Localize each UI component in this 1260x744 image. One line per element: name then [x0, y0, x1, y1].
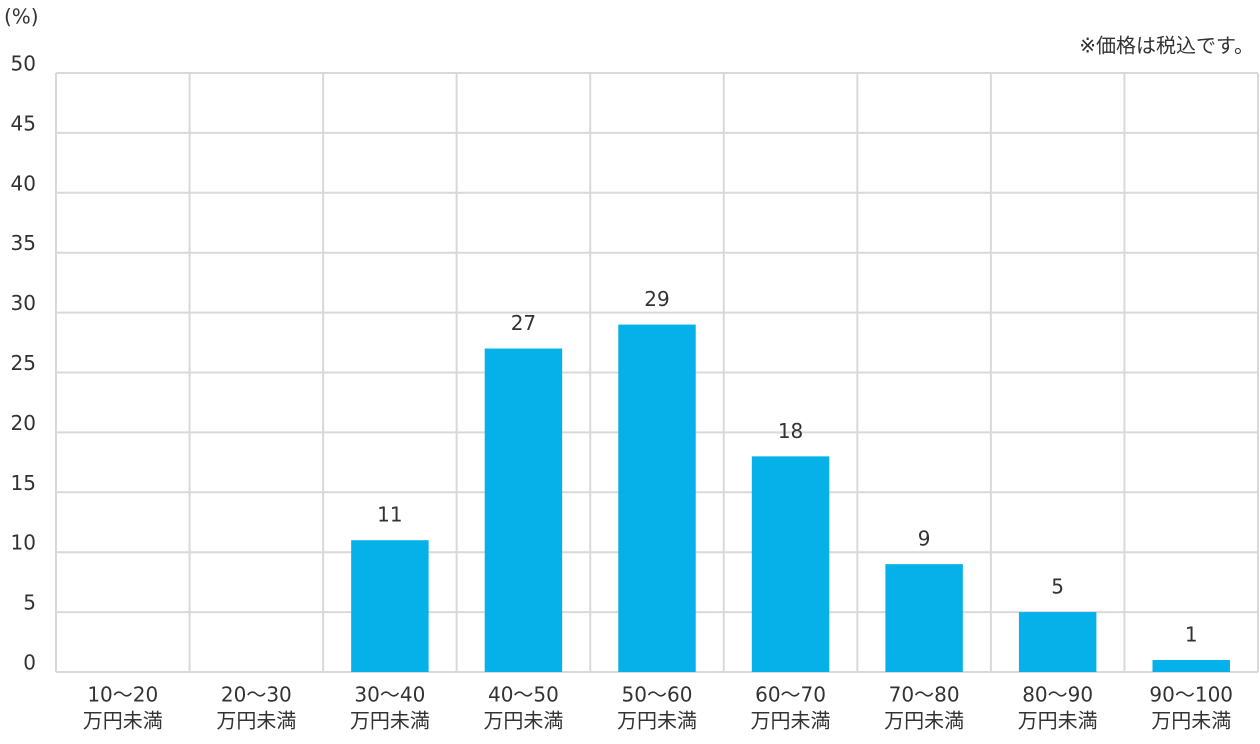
note: ※価格は税込です。 — [1079, 34, 1254, 58]
x-tick-label: 40～50 — [488, 683, 559, 707]
x-tick-label: 万円未満 — [751, 709, 831, 733]
x-tick-label: 万円未満 — [483, 709, 563, 733]
bar — [885, 564, 963, 672]
x-tick-label: 20～30 — [221, 683, 292, 707]
bar — [618, 324, 696, 672]
x-tick-label: 万円未満 — [1018, 709, 1098, 733]
bar — [351, 540, 429, 672]
y-tick-label: 35 — [11, 231, 36, 255]
x-tick-label: 万円未満 — [350, 709, 430, 733]
x-tick-label: 万円未満 — [83, 709, 163, 733]
bar — [1018, 612, 1097, 672]
y-tick-label: 15 — [11, 471, 36, 495]
y-tick-label: 10 — [11, 531, 36, 555]
value-label: 18 — [778, 419, 803, 443]
y-tick-label: 45 — [11, 111, 36, 135]
value-label: 9 — [918, 527, 931, 551]
x-tick-label: 万円未満 — [884, 709, 964, 733]
y-tick-label: 20 — [11, 411, 36, 435]
value-label: 11 — [377, 503, 402, 527]
x-tick-label: 60～70 — [755, 683, 826, 707]
value-label: 29 — [644, 287, 669, 311]
y-tick-label: 25 — [11, 351, 36, 375]
value-label: 1 — [1185, 623, 1198, 647]
y-tick-label: 5 — [23, 591, 36, 615]
y-tick-label: 40 — [11, 171, 36, 195]
x-tick-label: 万円未満 — [216, 709, 296, 733]
x-tick-label: 万円未満 — [617, 709, 697, 733]
value-label: 27 — [511, 311, 536, 335]
bar — [751, 456, 830, 672]
x-tick-label: 90～100 — [1149, 683, 1233, 707]
y-tick-label: 50 — [11, 52, 36, 76]
value-label: 5 — [1051, 575, 1064, 599]
bar — [484, 348, 563, 672]
x-tick-label: 10～20 — [87, 683, 158, 707]
y-tick-label: 30 — [11, 291, 36, 315]
y-tick-label: 0 — [23, 651, 36, 675]
bar — [1152, 660, 1230, 672]
x-tick-label: 万円未満 — [1151, 709, 1231, 733]
y-axis-label: (%) — [4, 5, 39, 29]
x-tick-label: 30～40 — [354, 683, 425, 707]
x-tick-label: 50～60 — [622, 683, 693, 707]
x-tick-label: 70～80 — [889, 683, 960, 707]
x-tick-label: 80～90 — [1022, 683, 1093, 707]
